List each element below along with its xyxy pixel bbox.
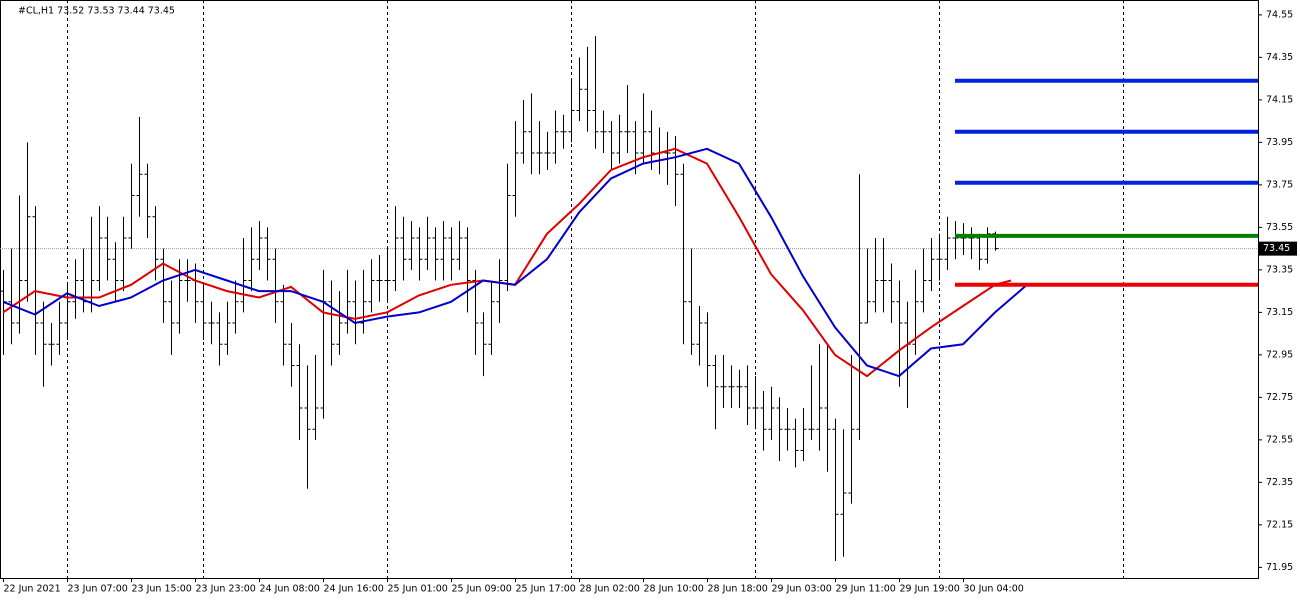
x-tick-label: 29 Jun 11:00 <box>836 584 896 595</box>
y-tick-label: 71.95 <box>1266 562 1293 573</box>
x-tick-label: 23 Jun 15:00 <box>132 584 192 595</box>
y-tick-label: 73.55 <box>1266 222 1293 233</box>
x-tick-label: 25 Jun 09:00 <box>452 584 512 595</box>
y-tick-label: 72.75 <box>1266 392 1293 403</box>
x-tick-label: 28 Jun 02:00 <box>580 584 640 595</box>
last-price-label: 73.45 <box>1263 243 1290 254</box>
y-tick-label: 72.15 <box>1266 519 1293 530</box>
x-tick-label: 28 Jun 10:00 <box>644 584 704 595</box>
y-tick-label: 74.35 <box>1266 52 1293 63</box>
x-tick-label: 25 Jun 01:00 <box>388 584 448 595</box>
x-tick-label: 22 Jun 2021 <box>4 584 61 595</box>
moving-average <box>2 147 1028 378</box>
y-tick-label: 74.15 <box>1266 94 1293 105</box>
x-tick-label: 25 Jun 17:00 <box>516 584 576 595</box>
y-tick-label: 72.35 <box>1266 477 1293 488</box>
x-tick-label: 23 Jun 07:00 <box>68 584 128 595</box>
x-tick-label: 29 Jun 03:00 <box>772 584 832 595</box>
y-tick-label: 72.55 <box>1266 434 1293 445</box>
x-tick-label: 28 Jun 18:00 <box>708 584 768 595</box>
y-tick-label: 73.95 <box>1266 137 1293 148</box>
y-tick-label: 73.75 <box>1266 179 1293 190</box>
y-tick-label: 73.35 <box>1266 264 1293 275</box>
plot-frame <box>0 0 1259 579</box>
y-tick-label: 74.55 <box>1266 9 1293 20</box>
y-tick-label: 73.15 <box>1266 307 1293 318</box>
x-tick-label: 29 Jun 19:00 <box>900 584 960 595</box>
x-tick-label: 24 Jun 08:00 <box>260 584 320 595</box>
x-tick-label: 23 Jun 23:00 <box>196 584 256 595</box>
x-tick-label: 24 Jun 16:00 <box>324 584 384 595</box>
last-price-box <box>1259 241 1297 256</box>
chart-title: #CL,H1 73.52 73.53 73.44 73.45 <box>18 6 175 17</box>
y-tick-label: 72.95 <box>1266 349 1293 360</box>
x-tick-label: 30 Jun 04:00 <box>964 584 1024 595</box>
